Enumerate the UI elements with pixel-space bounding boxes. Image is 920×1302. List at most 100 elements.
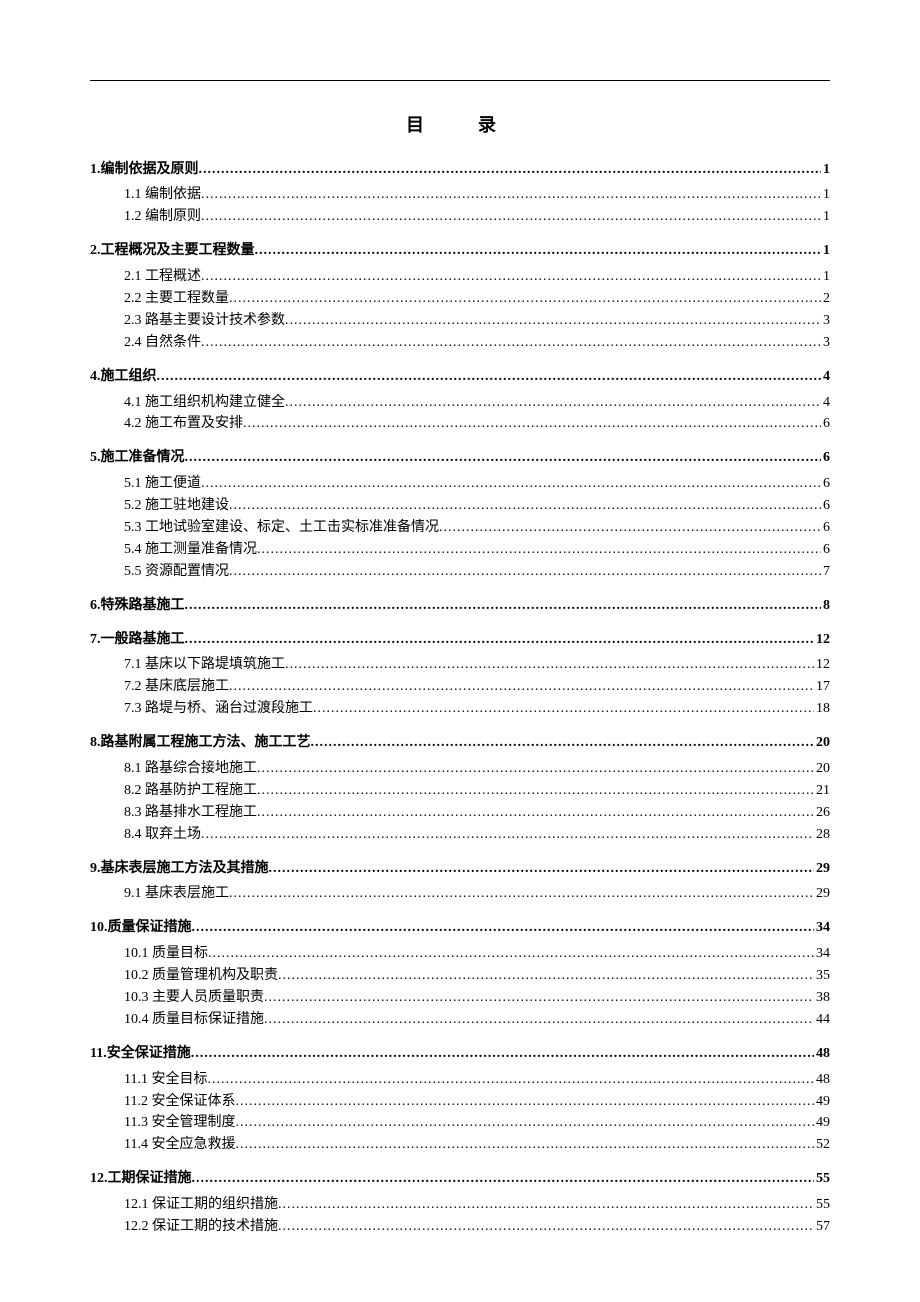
toc-leader-dots: ........................................… [185, 597, 822, 616]
toc-entry-page: 1 [821, 242, 830, 261]
toc-entry-page: 3 [821, 312, 830, 331]
toc-entry-page: 12 [814, 656, 830, 675]
toc-leader-dots: ........................................… [201, 208, 821, 227]
toc-entry-page: 26 [814, 804, 830, 823]
toc-entry: 12.工期保证措施...............................… [90, 1169, 830, 1191]
toc-entry: 10.3 主要人员质量职责...........................… [90, 988, 830, 1010]
toc-entry: 8.3 路基排水工程施工............................… [90, 802, 830, 824]
toc-entry-label: 7.一般路基施工 [90, 631, 185, 650]
toc-entry-label: 10.2 质量管理机构及职责 [124, 967, 278, 986]
toc-leader-dots: ........................................… [269, 860, 815, 879]
toc-entry-label: 6.特殊路基施工 [90, 597, 185, 616]
toc-leader-dots: ........................................… [264, 1011, 814, 1030]
toc-entry: 2.4 自然条件................................… [90, 332, 830, 354]
toc-entry-page: 29 [814, 860, 830, 879]
toc-entry-label: 11.安全保证措施 [90, 1045, 191, 1064]
toc-entry: 9.1 基床表层施工..............................… [90, 884, 830, 906]
toc-entry-label: 1.1 编制依据 [124, 186, 201, 205]
toc-leader-dots: ........................................… [257, 782, 814, 801]
toc-entry: 4.施工组织..................................… [90, 366, 830, 388]
toc-entry: 10.质量保证措施...............................… [90, 918, 830, 940]
toc-entry-label: 5.2 施工驻地建设 [124, 497, 229, 516]
toc-entry-label: 2.工程概况及主要工程数量 [90, 242, 255, 261]
toc-entry-label: 10.4 质量目标保证措施 [124, 1011, 264, 1030]
toc-leader-dots: ........................................… [199, 161, 822, 180]
toc-entry-page: 34 [814, 919, 830, 938]
toc-entry-label: 8.2 路基防护工程施工 [124, 782, 257, 801]
toc-leader-dots: ........................................… [201, 334, 821, 353]
toc-entry-label: 10.3 主要人员质量职责 [124, 989, 264, 1008]
toc-entry-page: 48 [814, 1071, 830, 1090]
toc-entry: 8.路基附属工程施工方法、施工工艺.......................… [90, 733, 830, 755]
toc-entry-label: 9.基床表层施工方法及其措施 [90, 860, 269, 879]
document-page: 目 录 1.编制依据及原则...........................… [0, 0, 920, 1302]
toc-entry-label: 8.1 路基综合接地施工 [124, 760, 257, 779]
toc-entry-page: 21 [814, 782, 830, 801]
toc-entry-page: 52 [814, 1136, 830, 1155]
toc-entry-page: 20 [814, 760, 830, 779]
toc-leader-dots: ........................................… [439, 519, 821, 538]
toc-entry-label: 7.3 路堤与桥、涵台过渡段施工 [124, 700, 313, 719]
toc-entry-label: 1.2 编制原则 [124, 208, 201, 227]
toc-leader-dots: ........................................… [201, 268, 821, 287]
toc-entry-label: 2.1 工程概述 [124, 268, 201, 287]
toc-entry-label: 7.2 基床底层施工 [124, 678, 229, 697]
toc-entry: 11.安全保证措施...............................… [90, 1043, 830, 1065]
toc-entry: 11.3 安全管理制度.............................… [90, 1113, 830, 1135]
toc-entry: 4.1 施工组织机构建立健全..........................… [90, 392, 830, 414]
toc-entry: 10.2 质量管理机构及职责..........................… [90, 966, 830, 988]
toc-entry-page: 6 [821, 415, 830, 434]
toc-entry-page: 49 [814, 1093, 830, 1112]
table-of-contents: 1.编制依据及原则...............................… [90, 159, 830, 1238]
toc-entry-page: 34 [814, 945, 830, 964]
toc-entry-page: 44 [814, 1011, 830, 1030]
toc-entry: 2.2 主要工程数量..............................… [90, 288, 830, 310]
toc-entry-label: 7.1 基床以下路堤填筑施工 [124, 656, 285, 675]
toc-entry-label: 2.4 自然条件 [124, 334, 201, 353]
toc-leader-dots: ........................................… [185, 631, 815, 650]
toc-entry-page: 4 [821, 368, 830, 387]
toc-entry-page: 12 [814, 631, 830, 650]
toc-entry-label: 8.3 路基排水工程施工 [124, 804, 257, 823]
toc-entry-page: 3 [821, 334, 830, 353]
toc-entry-label: 11.1 安全目标 [124, 1071, 207, 1090]
toc-entry-label: 2.2 主要工程数量 [124, 290, 229, 309]
toc-entry: 5.3 工地试验室建设、标定、土工击实标准准备情况 ..............… [90, 517, 830, 539]
toc-leader-dots: ........................................… [235, 1093, 814, 1112]
toc-entry-page: 2 [821, 290, 830, 309]
toc-leader-dots: ........................................… [235, 1136, 814, 1155]
toc-leader-dots: ........................................… [243, 415, 821, 434]
toc-leader-dots: ........................................… [201, 186, 821, 205]
toc-entry: 5.1 施工便道................................… [90, 474, 830, 496]
toc-entry-page: 6 [821, 541, 830, 560]
toc-entry: 5.4 施工测量准备情况............................… [90, 539, 830, 561]
toc-entry-page: 6 [821, 519, 830, 538]
toc-leader-dots: ........................................… [201, 826, 814, 845]
toc-leader-dots: ........................................… [311, 734, 815, 753]
toc-leader-dots: ........................................… [185, 449, 822, 468]
toc-entry-label: 1.编制依据及原则 [90, 161, 199, 180]
toc-entry-page: 1 [821, 208, 830, 227]
toc-entry-label: 12.2 保证工期的技术措施 [124, 1218, 278, 1237]
toc-entry: 10.4 质量目标保证措施...........................… [90, 1009, 830, 1031]
toc-entry: 5.5 资源配置情况..............................… [90, 561, 830, 583]
toc-leader-dots: ........................................… [257, 760, 814, 779]
toc-leader-dots: ........................................… [207, 1071, 814, 1090]
toc-entry: 7.一般路基施工................................… [90, 629, 830, 651]
toc-leader-dots: ........................................… [285, 394, 821, 413]
toc-entry-page: 17 [814, 678, 830, 697]
toc-entry: 11.2 安全保证体系.............................… [90, 1091, 830, 1113]
toc-entry-label: 11.4 安全应急救援 [124, 1136, 235, 1155]
toc-entry: 1.编制依据及原则...............................… [90, 159, 830, 181]
toc-entry: 7.2 基床底层施工..............................… [90, 677, 830, 699]
toc-entry: 6.特殊路基施工................................… [90, 595, 830, 617]
toc-entry-label: 12.1 保证工期的组织措施 [124, 1196, 278, 1215]
toc-entry-page: 1 [821, 161, 830, 180]
toc-entry-page: 55 [814, 1170, 830, 1189]
toc-leader-dots: ........................................… [264, 989, 814, 1008]
toc-entry-label: 12.工期保证措施 [90, 1170, 192, 1189]
toc-entry-page: 38 [814, 989, 830, 1008]
toc-entry-label: 11.3 安全管理制度 [124, 1114, 235, 1133]
toc-entry-page: 6 [821, 497, 830, 516]
toc-leader-dots: ........................................… [229, 885, 814, 904]
